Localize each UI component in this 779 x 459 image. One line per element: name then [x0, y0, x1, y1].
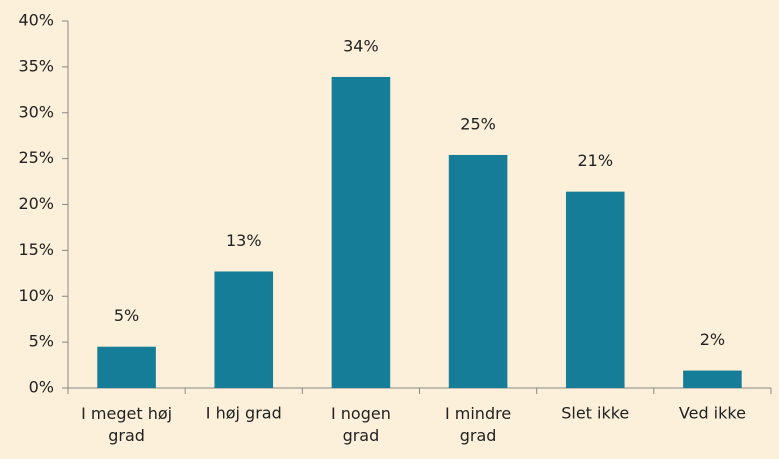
x-tick-label-line: grad	[108, 426, 145, 445]
data-label: 2%	[700, 330, 725, 349]
x-tick-label-line: I mindre	[445, 404, 511, 423]
bar	[331, 76, 391, 388]
x-tick-label: I nogen grad	[331, 404, 391, 445]
x-tick-label-line: grad	[343, 426, 380, 445]
data-label: 5%	[114, 306, 139, 325]
x-tick-label-line: grad	[460, 426, 497, 445]
bar	[448, 154, 508, 388]
data-label: 21%	[577, 151, 613, 170]
y-tick-label: 20%	[18, 194, 54, 213]
x-tick-label: Ved ikke	[679, 404, 746, 423]
y-tick-label: 35%	[18, 56, 54, 75]
x-tick-label-line: I nogen	[331, 404, 391, 423]
y-tick-label: 15%	[18, 240, 54, 259]
x-tick-label: I mindre grad	[445, 404, 511, 445]
x-tick-label-line: I meget høj	[81, 404, 172, 423]
y-tick-label: 5%	[29, 332, 54, 351]
bar	[214, 271, 274, 388]
bar	[97, 346, 156, 388]
y-tick-label: 25%	[18, 148, 54, 167]
x-tick-label: I meget høj grad	[81, 404, 172, 445]
y-tick-label: 10%	[18, 286, 54, 305]
y-tick-label: 40%	[18, 11, 54, 30]
y-tick-label: 30%	[18, 102, 54, 121]
x-tick-label: I høj grad	[206, 404, 282, 423]
y-tick-label: 0%	[29, 378, 54, 397]
data-label: 34%	[343, 36, 379, 55]
x-tick-label: Slet ikke	[561, 404, 629, 423]
data-label: 13%	[226, 231, 262, 250]
bar	[565, 191, 625, 388]
bar	[683, 370, 742, 388]
data-label: 25%	[460, 114, 496, 133]
